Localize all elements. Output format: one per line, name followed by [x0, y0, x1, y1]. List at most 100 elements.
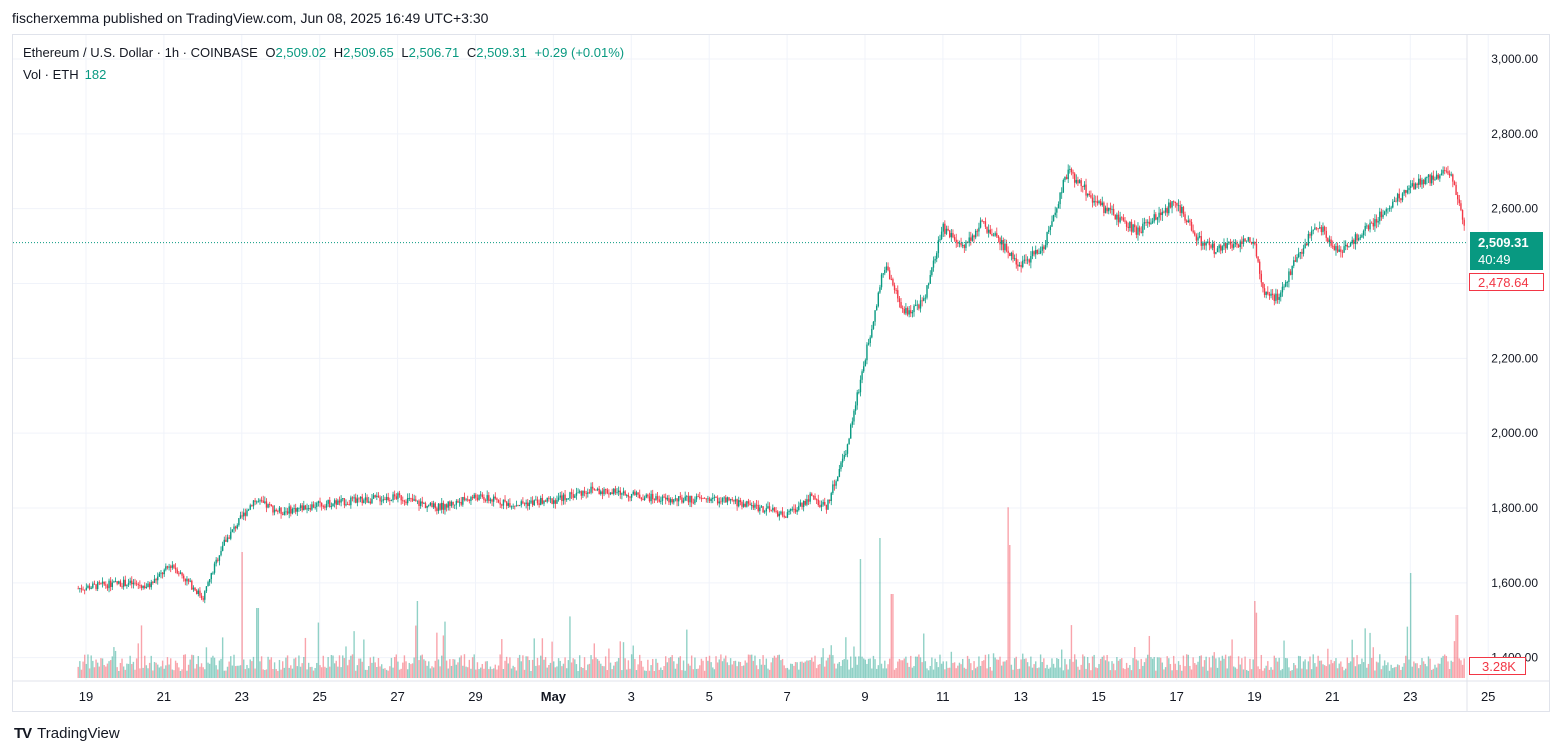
volume-bar [449, 659, 451, 678]
candle-body [1322, 226, 1324, 233]
candle-body [1020, 265, 1022, 267]
candle-body [134, 582, 136, 584]
volume-bar [1210, 667, 1212, 678]
candle-body [1440, 173, 1443, 176]
volume-bar [786, 667, 789, 678]
candle-body [530, 500, 532, 503]
candle-body [306, 508, 308, 510]
volume-bar [403, 655, 406, 678]
volume-bar [668, 658, 670, 678]
candle-body [223, 539, 225, 546]
candle-body [640, 497, 643, 500]
chart-pane[interactable] [12, 34, 1550, 712]
volume-bar [528, 660, 531, 678]
volume-bar [556, 666, 558, 678]
volume-bar [1317, 655, 1319, 678]
candle-body [687, 496, 690, 503]
candle-body [103, 581, 105, 585]
candle-body [541, 497, 544, 504]
volume-bar [426, 665, 428, 678]
candle-body [1255, 243, 1258, 257]
candle-body [768, 506, 771, 511]
volume-bar [1101, 656, 1103, 678]
volume-bar [901, 660, 904, 678]
candle-body [1174, 201, 1177, 203]
candle-body [515, 505, 518, 507]
volume-bar [1085, 668, 1087, 678]
candle-body [1442, 170, 1444, 174]
volume-bar [932, 669, 935, 678]
candle-body [1422, 179, 1425, 185]
volume-bar [689, 665, 691, 678]
candle-body [1147, 221, 1149, 223]
volume-bar [1375, 661, 1378, 678]
candle-body [312, 504, 315, 508]
volume-bar [796, 662, 798, 678]
candle-body [715, 497, 717, 498]
candle-body [867, 342, 870, 345]
volume-bar [1244, 656, 1246, 678]
candle-body [329, 499, 331, 508]
candle-body [359, 496, 362, 499]
volume-bar [337, 666, 339, 678]
candle-body [499, 502, 501, 505]
volume-bar [213, 657, 216, 678]
candle-body [856, 392, 858, 406]
candle-body [1194, 232, 1196, 236]
candle-body [218, 555, 221, 561]
volume-bar [549, 662, 552, 678]
candle-body [1327, 237, 1329, 243]
time-axis: 19 21 23 25 27 29 May 3 5 7 9 11 13 15 17 19 21 23 25 [79, 689, 1496, 704]
candle-body [281, 513, 284, 515]
volume-bar [1418, 668, 1420, 678]
candle-body [1343, 246, 1345, 253]
volume-bar [423, 659, 425, 678]
candle-body [406, 498, 409, 504]
candle-body [157, 576, 159, 581]
volume-bar [1463, 658, 1465, 678]
candle-body [1039, 250, 1042, 254]
volume-bar [80, 669, 83, 678]
candle-body [194, 587, 196, 591]
volume-bar [1062, 670, 1065, 678]
candle-body [239, 515, 242, 519]
volume-bar [208, 663, 211, 678]
volume-bar [694, 657, 696, 678]
candle-body [1207, 241, 1209, 243]
candle-body [822, 502, 824, 505]
volume-bar [643, 670, 646, 678]
candle-body [441, 502, 443, 510]
candle-body [247, 509, 250, 511]
candle-body [635, 492, 638, 496]
candle-body [243, 512, 245, 517]
volume-bar [848, 669, 850, 678]
volume-bar [1268, 669, 1271, 678]
volume-bar [452, 659, 454, 678]
candle-body [1447, 171, 1449, 174]
volume-bar [1041, 662, 1043, 678]
candle-body [1007, 250, 1009, 254]
volume-bar [775, 657, 777, 678]
volume-bar [1299, 656, 1301, 678]
candle-body [1064, 177, 1066, 181]
candle-body [1306, 243, 1308, 246]
volume-bar [1246, 669, 1248, 678]
volume-bar [1411, 666, 1413, 678]
candle-body [1270, 293, 1272, 296]
volume-bar [392, 667, 394, 678]
volume-bar [1393, 667, 1396, 678]
volume-bar [936, 661, 938, 678]
symbol-name[interactable]: Ethereum / U.S. Dollar · 1h · COINBASE [23, 45, 258, 60]
footer-brand[interactable]: TV TradingView [14, 725, 120, 742]
volume-label[interactable]: Vol · ETH [23, 67, 79, 82]
volume-bar [684, 670, 686, 678]
volume-bar [916, 656, 918, 678]
candle-body [457, 500, 459, 503]
candle-body [1114, 214, 1116, 220]
high-value: 2,509.65 [343, 45, 394, 60]
candle-body [765, 508, 768, 512]
volume-bar [974, 668, 977, 678]
candle-body [1216, 248, 1219, 253]
volume-bar [327, 657, 329, 678]
